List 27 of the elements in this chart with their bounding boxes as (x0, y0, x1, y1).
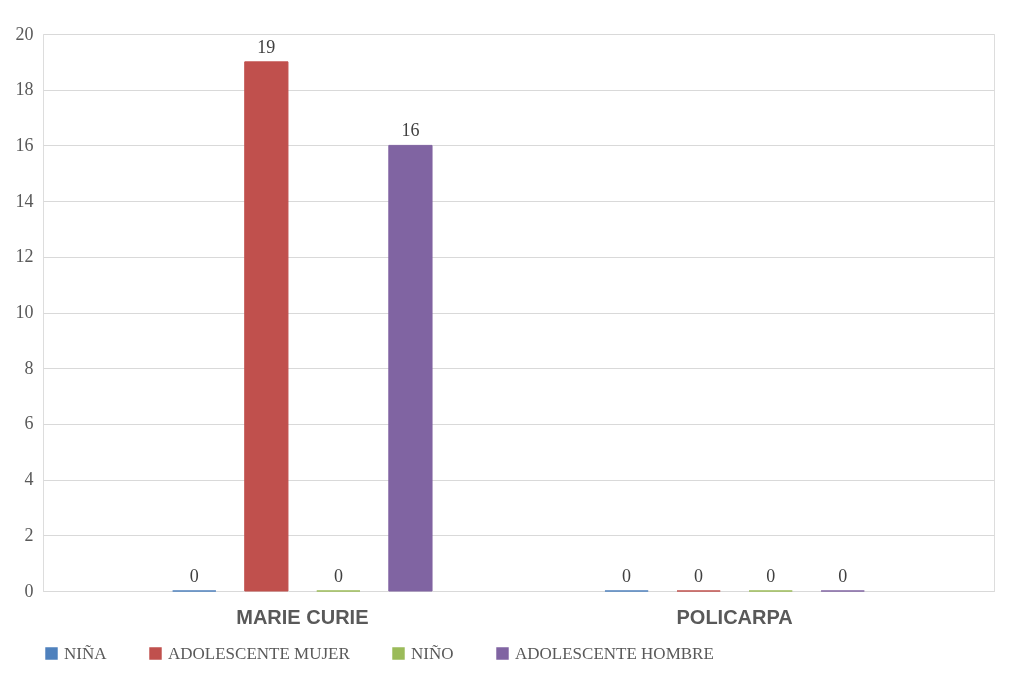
legend-label: ADOLESCENTE HOMBRE (515, 643, 714, 663)
y-tick-label: 16 (15, 134, 34, 155)
data-label: 0 (694, 566, 704, 586)
y-tick-label: 0 (24, 580, 34, 601)
y-tick-label: 18 (15, 79, 34, 100)
data-label: 0 (766, 566, 776, 586)
bar (244, 61, 289, 592)
y-tick-label: 2 (24, 524, 34, 545)
data-label: 16 (401, 120, 420, 141)
y-tick-label: 6 (24, 413, 34, 434)
data-label: 0 (333, 566, 343, 586)
legend-label: NIÑO (411, 643, 454, 663)
x-tick-label: MARIE CURIE (236, 605, 369, 628)
y-tick-label: 14 (15, 190, 34, 211)
legend-label: ADOLESCENTE MUJER (168, 643, 351, 663)
data-label: 0 (189, 566, 199, 586)
legend-label: NIÑA (64, 643, 108, 663)
x-tick-label: POLICARPA (676, 605, 793, 628)
y-tick-label: 12 (15, 246, 34, 267)
bar (388, 144, 433, 592)
data-label: 19 (257, 36, 276, 57)
y-tick-label: 20 (15, 23, 34, 44)
y-tick-label: 4 (24, 469, 34, 490)
data-label: 0 (622, 566, 632, 586)
y-tick-label: 8 (24, 357, 34, 378)
data-label: 0 (838, 566, 848, 586)
y-tick-label: 10 (15, 302, 34, 322)
